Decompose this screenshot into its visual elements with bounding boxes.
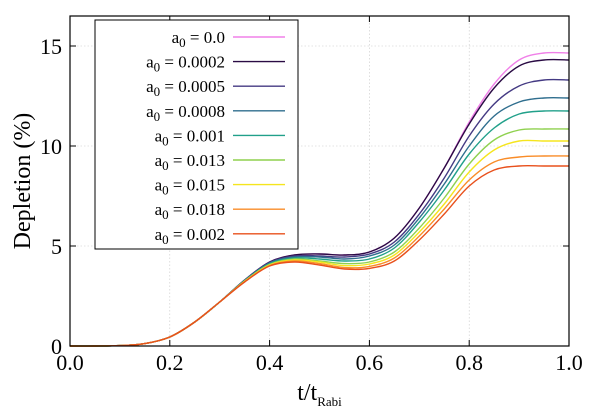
series-lines [69,51,570,347]
x-tick-label: 0.6 [356,350,384,375]
x-tick-label: 0.2 [156,350,184,375]
legend-label-1: a0 = 0.0002 [146,53,225,75]
x-tick-label: 1.0 [555,350,583,375]
x-axis-label: t/tRabi [297,380,342,409]
y-tick-label: 0 [51,334,62,359]
x-tick-label: 0.4 [256,350,284,375]
plot-frame [69,15,570,347]
y-tick-label: 5 [51,234,62,259]
legend-box [94,19,299,250]
legend-label-4: a0 = 0.001 [155,126,225,148]
y-tick-label: 15 [40,34,62,59]
legend-label-2: a0 = 0.0005 [146,77,225,99]
legend-label-7: a0 = 0.018 [155,200,225,222]
x-tick-label: 0.0 [56,350,84,375]
axis-ticks: 0.0 0.2 0.4 0.6 0.8 1.0 0 5 10 15 [40,16,583,375]
legend-label-5: a0 = 0.013 [155,151,225,173]
series-line-8 [69,165,569,347]
legend-label-3: a0 = 0.0008 [146,102,225,124]
legend-label-8: a0 = 0.002 [155,225,225,247]
y-tick-label: 10 [40,134,62,159]
legend-label-0: a0 = 0.0 [172,28,225,50]
x-tick-label: 0.8 [455,350,483,375]
y-axis-label: Depletion (%) [10,113,36,250]
legend-label-6: a0 = 0.015 [155,176,225,198]
